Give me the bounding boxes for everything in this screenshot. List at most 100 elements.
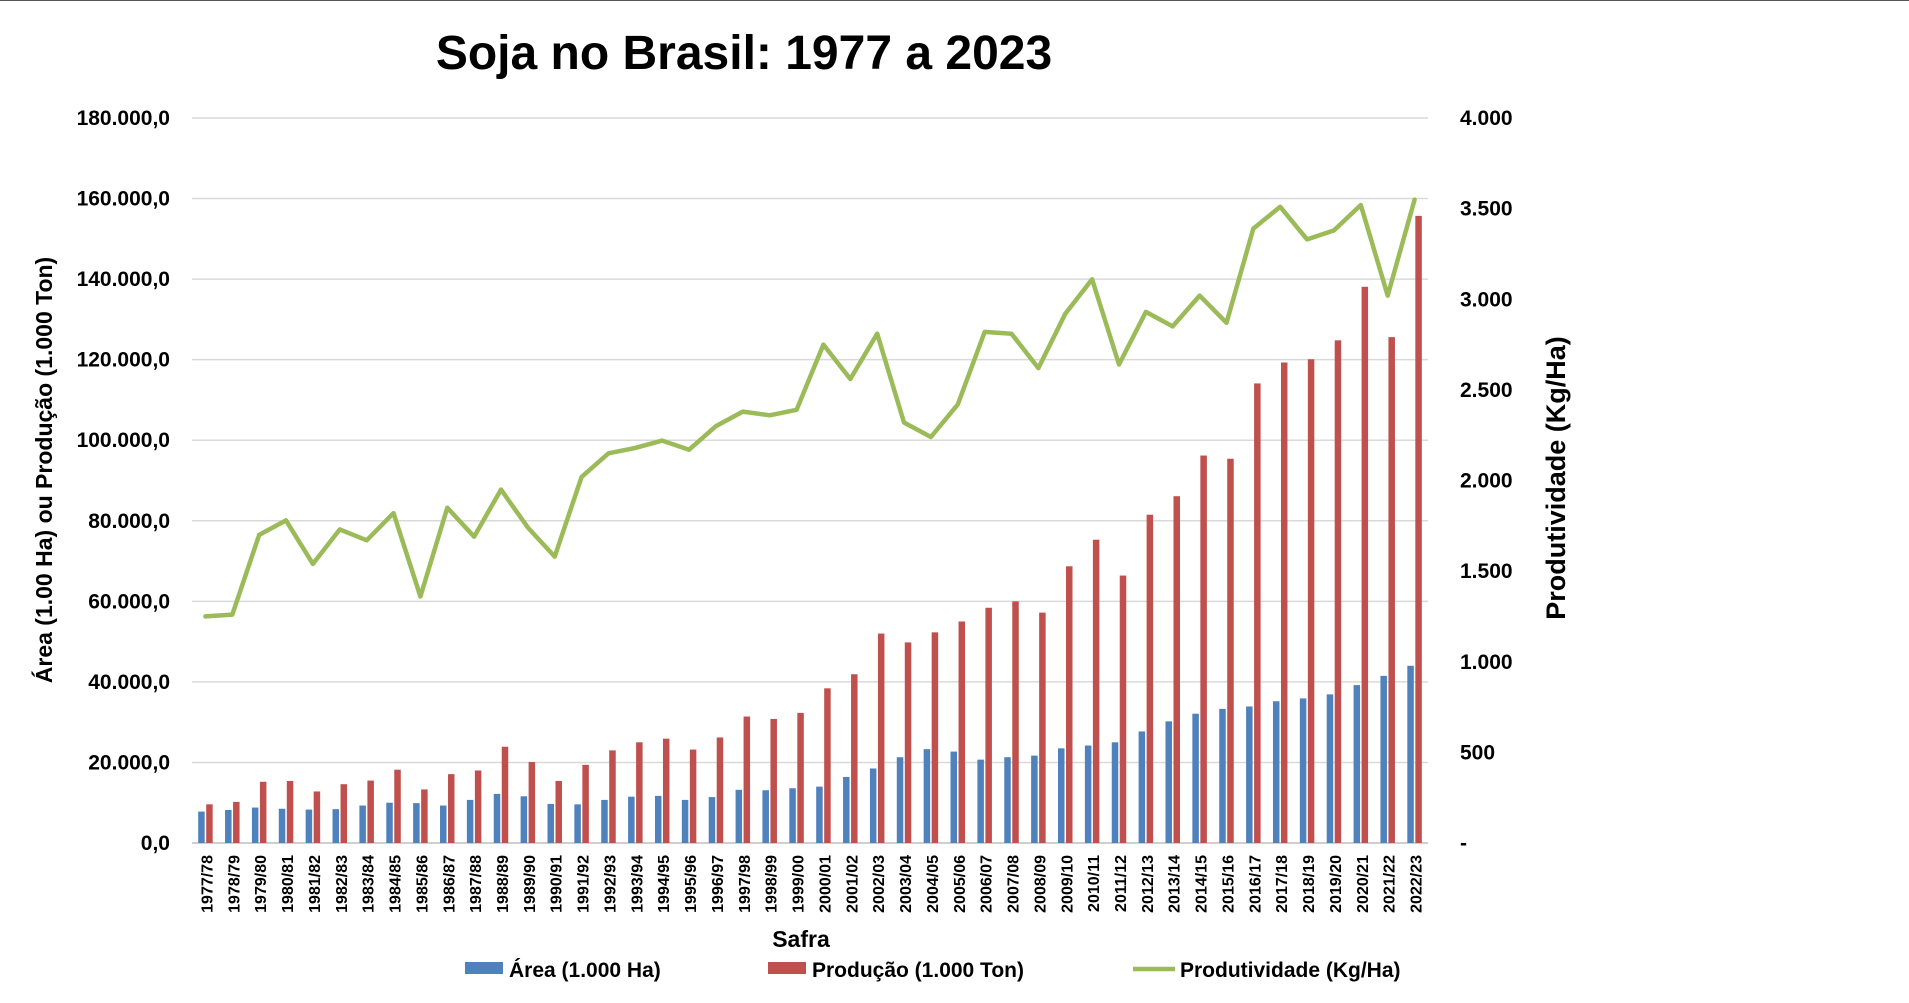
bar-area — [332, 809, 340, 843]
bar-producao — [770, 718, 777, 843]
x-tick-label: 1985/86 — [414, 855, 431, 913]
bar-area — [681, 799, 689, 843]
bar-producao — [528, 762, 536, 843]
bar-producao — [1361, 286, 1369, 843]
y2-tick-label: 2.500 — [1460, 379, 1513, 402]
bar-area — [977, 759, 984, 843]
bar-area — [816, 786, 823, 843]
x-tick-label: 2012/13 — [1140, 855, 1157, 913]
bar-area — [1058, 748, 1065, 843]
x-tick-label: 1978/79 — [226, 855, 243, 913]
x-tick-label: 2015/16 — [1220, 855, 1237, 913]
bar-producao — [286, 780, 294, 843]
x-tick-label: 1998/99 — [764, 855, 781, 913]
bar-area — [359, 805, 366, 843]
bar-area — [1004, 757, 1011, 843]
x-tick-label: 2017/18 — [1274, 855, 1291, 913]
y-axis-right: - 500 1.000 1.500 2.000 2.500 3.000 3.500 4.000 — [1460, 107, 1513, 855]
bar-producao — [1388, 337, 1395, 843]
bar-producao — [1039, 612, 1046, 843]
bar-area — [1165, 721, 1172, 843]
line-layer — [203, 197, 1417, 619]
x-tick-label: 1979/80 — [253, 855, 270, 913]
x-tick-label: 2013/14 — [1167, 855, 1184, 913]
x-tick-label: 1984/85 — [388, 855, 405, 913]
bar-area — [1219, 708, 1226, 843]
y-tick-label: 20.000,0 — [88, 751, 170, 774]
bar-area — [1353, 685, 1361, 843]
bar-producao — [797, 712, 804, 843]
x-tick-label: 1995/96 — [683, 855, 700, 913]
grid-layer — [192, 117, 1428, 844]
bar-producao — [689, 749, 697, 843]
x-tick-label: 2005/06 — [952, 855, 969, 913]
y-tick-label: 60.000,0 — [88, 590, 170, 613]
bar-producao — [501, 746, 509, 843]
bar-area — [1407, 665, 1414, 843]
y-tick-label: 0,0 — [141, 832, 170, 855]
top-border — [0, 0, 1909, 1]
x-tick-label: 2010/11 — [1086, 855, 1103, 912]
bar-area — [493, 793, 501, 843]
bar-producao — [421, 789, 428, 843]
legend: Área (1.000 Ha) Produção (1.000 Ton) Produ… — [465, 959, 1401, 982]
bar-producao — [206, 804, 213, 843]
bar-producao — [931, 632, 939, 843]
x-tick-label: 1980/81 — [280, 855, 297, 913]
x-tick-label: 2007/08 — [1006, 855, 1023, 913]
bar-area — [628, 796, 635, 843]
bar-area — [574, 804, 581, 843]
x-tick-label: 1994/95 — [656, 855, 673, 913]
x-tick-label: 2000/01 — [817, 855, 834, 913]
legend-label: Produção (1.000 Ton) — [812, 959, 1024, 982]
bar-producao — [448, 774, 455, 843]
x-tick-label: 2022/23 — [1409, 855, 1426, 913]
x-tick-label: 1982/83 — [334, 855, 351, 913]
bar-producao — [1012, 601, 1019, 843]
bar-area — [440, 805, 447, 843]
bar-area — [869, 768, 877, 843]
x-tick-label: 1986/87 — [441, 855, 458, 913]
bar-area — [305, 809, 313, 843]
x-tick-label: 2009/10 — [1059, 855, 1076, 913]
bar-producao — [1280, 362, 1288, 843]
bar-area — [386, 802, 393, 843]
x-tick-label: 1992/93 — [602, 855, 619, 913]
bar-area — [1272, 701, 1280, 843]
bar-area — [547, 803, 554, 843]
bar-producao — [555, 780, 562, 843]
bar-area — [1380, 675, 1387, 843]
x-tick-label: 2021/22 — [1382, 855, 1399, 913]
x-tick-label: 2020/21 — [1355, 855, 1372, 913]
bar-area — [1111, 742, 1119, 843]
bar-producao — [474, 770, 482, 843]
x-tick-label: 1997/98 — [737, 855, 754, 913]
bar-area — [1031, 755, 1038, 843]
bar-area — [225, 809, 232, 843]
bar-producao — [233, 801, 240, 843]
bar-producao — [958, 621, 966, 843]
x-tick-label: 2016/17 — [1247, 855, 1264, 913]
bar-area — [896, 757, 904, 843]
x-tick-label: 1990/91 — [549, 855, 566, 913]
bar-producao — [313, 791, 321, 843]
y2-tick-label: 2.000 — [1460, 470, 1513, 493]
x-axis: 1977/78 1978/79 1979/80 1980/81 1981/82 1982/… — [199, 855, 1425, 913]
bar-producao — [1119, 575, 1127, 843]
bar-area — [762, 790, 769, 843]
x-tick-label: 2001/02 — [844, 855, 861, 913]
line-produtividade — [203, 197, 1417, 619]
x-tick-label: 1991/92 — [576, 855, 593, 913]
x-tick-label: 2018/19 — [1301, 855, 1318, 913]
x-tick-label: 1983/84 — [361, 855, 378, 913]
bar-producao — [1227, 458, 1234, 843]
bar-producao — [662, 738, 670, 843]
x-tick-label: 2019/20 — [1328, 855, 1345, 913]
bar-producao — [1173, 496, 1180, 843]
x-tick-label: 1988/89 — [495, 855, 512, 913]
bar-area — [1192, 713, 1199, 843]
x-tick-label: 2008/09 — [1032, 855, 1049, 913]
bar-area — [1326, 694, 1334, 843]
legend-swatch — [465, 962, 503, 974]
bar-area — [923, 749, 931, 843]
